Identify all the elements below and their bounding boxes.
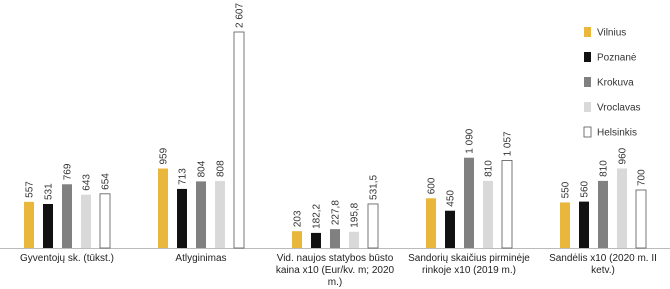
bar xyxy=(215,181,225,248)
legend-swatch xyxy=(584,52,591,62)
value-label: 531,5 xyxy=(369,175,380,200)
value-label: 182,2 xyxy=(312,203,323,228)
category-label: Vid. naujos statybos būsto kaina x10 (Eu… xyxy=(275,253,395,288)
value-label: 550 xyxy=(561,181,572,198)
category-label: Sandėlis x10 (2020 m. II ketv.) xyxy=(549,253,657,276)
legend-swatch xyxy=(584,77,591,87)
legend-label: Vilnius xyxy=(597,28,626,39)
bar xyxy=(292,231,302,248)
category-label: Atlyginimas xyxy=(175,253,227,264)
value-label: 959 xyxy=(159,147,170,164)
value-label: 450 xyxy=(446,190,457,207)
value-label: 195,8 xyxy=(350,202,361,227)
value-label: 810 xyxy=(484,160,495,177)
bar xyxy=(43,204,53,248)
bar xyxy=(177,188,187,248)
value-label: 2 607 xyxy=(235,3,246,28)
bar xyxy=(233,31,245,249)
bar xyxy=(483,180,493,248)
bar xyxy=(99,193,111,249)
bar xyxy=(579,201,589,248)
bar xyxy=(445,210,455,248)
category-label: Sandorių skaičius pirminėje rinkoje x10 … xyxy=(408,253,530,276)
bar xyxy=(330,229,340,248)
bar xyxy=(367,203,379,249)
bar xyxy=(426,198,436,248)
bar xyxy=(349,231,359,248)
value-label: 557 xyxy=(25,181,36,198)
bar xyxy=(501,160,513,249)
value-label: 700 xyxy=(637,169,648,186)
bar xyxy=(311,232,321,248)
legend-label: Krokuva xyxy=(597,78,634,89)
value-label: 531 xyxy=(44,183,55,200)
chart: 557 531 769 643 654 959 713 804 808 2 607 203 182,2… xyxy=(0,3,670,249)
bar xyxy=(617,168,627,248)
bar xyxy=(24,201,34,248)
legend-swatch xyxy=(584,27,591,37)
value-label: 203 xyxy=(293,210,304,227)
value-label: 960 xyxy=(618,147,629,164)
bar xyxy=(81,194,91,248)
value-label: 804 xyxy=(197,160,208,177)
value-label: 808 xyxy=(216,160,227,177)
value-label: 643 xyxy=(82,174,93,191)
legend-label: Poznanė xyxy=(597,53,637,64)
legend-swatch xyxy=(583,126,592,138)
value-label: 560 xyxy=(580,180,591,197)
bar xyxy=(158,168,168,248)
legend-swatch xyxy=(584,102,591,112)
value-label: 654 xyxy=(101,173,112,190)
value-label: 769 xyxy=(63,163,74,180)
category-label: Gyventojų sk. (tūkst.) xyxy=(20,253,114,264)
bar xyxy=(464,157,474,248)
bar xyxy=(560,202,570,248)
value-label: 810 xyxy=(599,160,610,177)
legend-label: Vroclavas xyxy=(597,103,641,114)
bar xyxy=(196,181,206,248)
value-label: 1 057 xyxy=(503,131,514,156)
value-label: 1 090 xyxy=(465,128,476,153)
value-label: 227,8 xyxy=(331,200,342,225)
bar xyxy=(635,189,647,249)
bar xyxy=(598,180,608,248)
value-label: 713 xyxy=(178,168,189,185)
value-label: 600 xyxy=(427,177,438,194)
bar xyxy=(62,184,72,248)
legend-label: Helsinkis xyxy=(597,128,637,139)
